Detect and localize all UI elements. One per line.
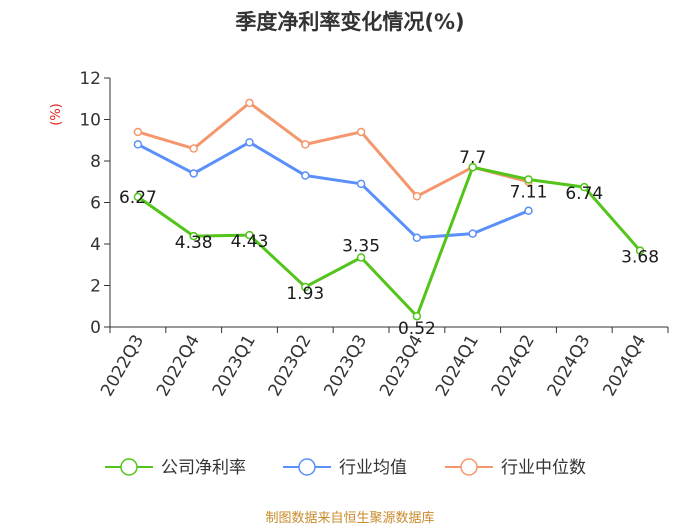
y-tick-label: 6: [90, 194, 101, 214]
data-point: [301, 282, 310, 292]
data-point: [356, 127, 366, 137]
data-point: [524, 206, 533, 216]
legend-marker: [120, 458, 138, 476]
data-label: 4.43: [231, 232, 269, 252]
data-label: 7.7: [459, 148, 486, 168]
data-point: [189, 169, 198, 178]
y-tick-label: 2: [90, 277, 101, 297]
series-line: [137, 165, 642, 318]
y-axis-label: (%): [49, 103, 64, 126]
source-note: 制图数据来自恒生聚源数据库: [265, 511, 435, 526]
data-label: 6.27: [119, 188, 157, 208]
x-tick-label: 2022Q4: [153, 332, 204, 400]
legend: 公司净利率 行业均值 行业中位数: [105, 458, 586, 478]
data-point: [301, 171, 310, 180]
data-point: [412, 233, 422, 243]
data-point: [245, 138, 254, 147]
data-point: [301, 140, 310, 149]
x-tick-label: 2024Q3: [544, 332, 595, 400]
x-tick-label: 2024Q4: [599, 332, 650, 400]
data-point: [133, 127, 143, 137]
data-point: [245, 230, 254, 240]
y-tick-label: 4: [90, 235, 101, 255]
data-point: [580, 182, 589, 192]
series-layer: [133, 98, 645, 321]
data-label: 3.35: [342, 236, 380, 256]
data-label-layer: 6.27 4.38 4.43 1.93 3.35 0.52 7.7 7.11 6.74 3.68: [119, 148, 659, 339]
data-point: [356, 179, 366, 189]
legend-label: 公司净利率: [161, 458, 246, 478]
chart-title: 季度净利率变化情况(%): [235, 10, 465, 34]
data-point: [524, 175, 533, 184]
data-point: [133, 140, 143, 149]
data-point: [189, 144, 198, 153]
x-tick-label: 2023Q1: [209, 332, 260, 400]
data-point: [189, 231, 198, 241]
y-tick-label: 12: [79, 69, 101, 89]
data-label: 6.74: [565, 184, 603, 204]
y-tick-label: 8: [90, 152, 101, 172]
y-tick-label: 10: [79, 111, 101, 131]
legend-marker: [460, 458, 478, 476]
x-tick-label: 2023Q3: [320, 332, 371, 400]
data-label: 0.52: [398, 319, 436, 339]
series-line: [137, 101, 529, 198]
data-point: [412, 192, 422, 201]
data-point: [133, 192, 143, 202]
data-point: [245, 98, 254, 108]
data-point: [468, 162, 477, 172]
data-point: [412, 311, 422, 321]
series-line: [137, 140, 530, 240]
data-point: [356, 253, 366, 262]
legend-label: 行业中位数: [501, 458, 586, 478]
legend-label: 行业均值: [339, 458, 407, 478]
x-tick-label: 2024Q2: [488, 332, 539, 400]
data-label: 7.11: [510, 182, 548, 202]
x-tick-label: 2023Q4: [376, 332, 427, 400]
x-tick-label: 2022Q3: [97, 332, 148, 400]
data-point: [635, 246, 645, 255]
data-label: 1.93: [286, 284, 324, 304]
y-tick-label: 0: [90, 318, 101, 338]
x-tick-label: 2023Q2: [265, 332, 316, 400]
legend-marker: [298, 458, 316, 476]
x-tick-label: 2024Q1: [432, 332, 483, 400]
data-point: [468, 229, 477, 238]
data-label: 3.68: [621, 248, 659, 268]
data-label: 4.38: [175, 233, 213, 253]
